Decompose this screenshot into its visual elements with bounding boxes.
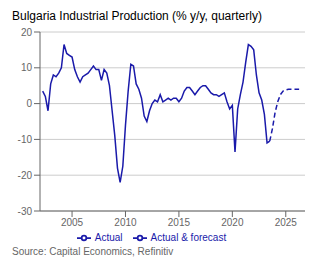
html-text:Bulgaria Industrial Production: Bulgaria Industrial Production (% y/y, q… <box>12 9 262 23</box>
svg-text:2005: 2005 <box>61 217 84 228</box>
svg-text:2025: 2025 <box>275 217 298 228</box>
svg-text:-10: -10 <box>18 134 33 145</box>
svg-text:2010: 2010 <box>114 217 137 228</box>
svg-text:10: 10 <box>21 62 33 73</box>
svg-text:20: 20 <box>21 27 33 38</box>
svg-text:-20: -20 <box>18 170 33 181</box>
html-text:Source: Capital Economics, Ref: Source: Capital Economics, Refinitiv <box>12 246 174 257</box>
svg-text:-30: -30 <box>18 206 33 217</box>
svg-text:2015: 2015 <box>168 217 191 228</box>
svg-text:2020: 2020 <box>221 217 244 228</box>
html-text:Actual & forecast: Actual & forecast <box>150 231 227 243</box>
svg-text:0: 0 <box>26 98 32 109</box>
html-text:Actual: Actual <box>94 231 123 243</box>
